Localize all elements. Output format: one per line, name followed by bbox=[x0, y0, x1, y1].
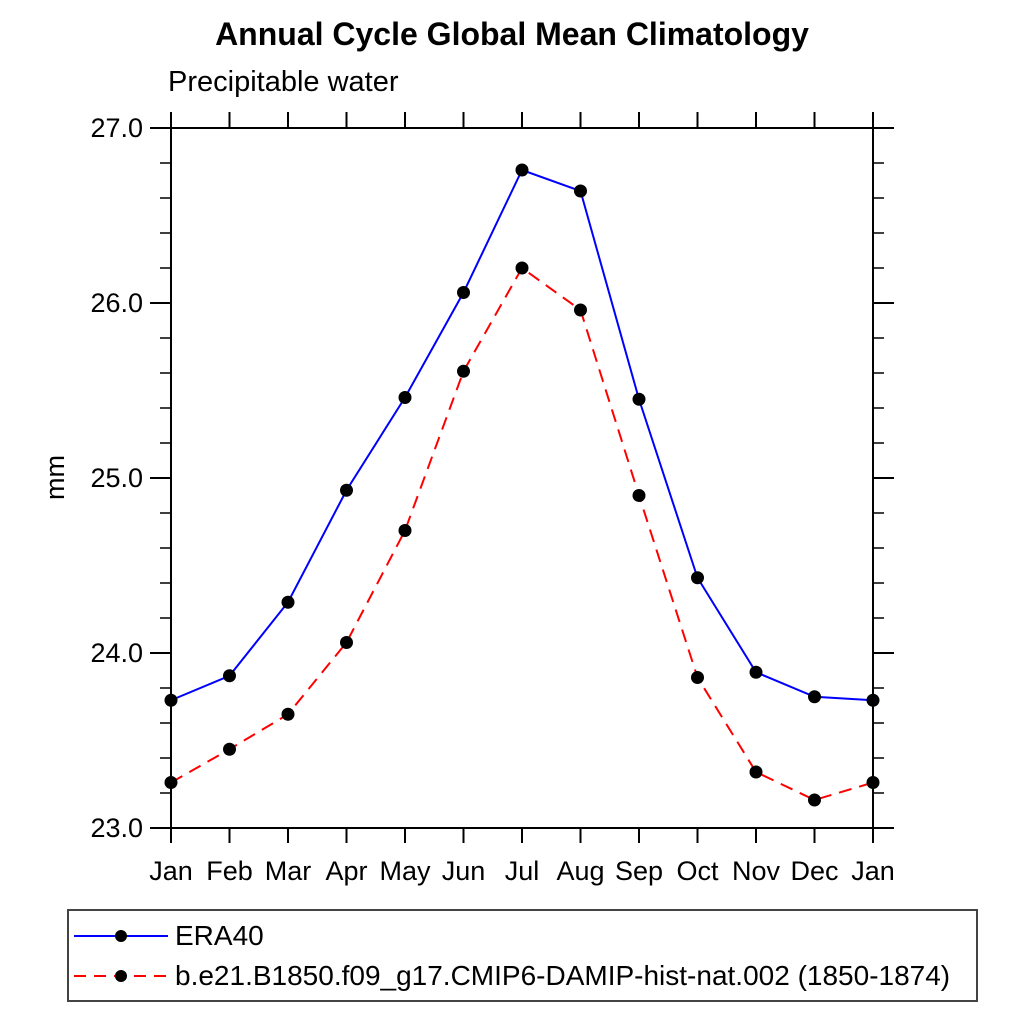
data-point-marker bbox=[398, 391, 412, 404]
data-point-marker bbox=[398, 524, 412, 537]
x-tick-label: Jun bbox=[442, 856, 486, 886]
data-point-marker bbox=[457, 364, 470, 378]
legend-row-era40: ERA40 bbox=[73, 919, 976, 953]
x-tick-label: Jan bbox=[149, 856, 193, 886]
y-tick-label: 25.0 bbox=[90, 463, 143, 493]
legend-marker-icon bbox=[115, 969, 127, 982]
data-point-marker bbox=[340, 483, 353, 497]
data-point-marker bbox=[866, 693, 880, 707]
y-tick-label: 27.0 bbox=[90, 113, 143, 143]
chart-subtitle: Precipitable water bbox=[168, 66, 399, 98]
data-point-marker bbox=[632, 489, 646, 502]
x-tick-label: Sep bbox=[615, 856, 663, 886]
legend-line-sample-solid bbox=[74, 929, 168, 942]
series-model bbox=[164, 261, 880, 807]
x-tick-label: Nov bbox=[732, 856, 781, 886]
axis-ticks bbox=[150, 112, 894, 843]
data-point-marker bbox=[457, 286, 470, 299]
data-point-marker bbox=[281, 595, 295, 609]
data-point-marker bbox=[691, 571, 704, 585]
x-tick-label: May bbox=[379, 856, 431, 886]
data-point-marker bbox=[749, 665, 763, 679]
series-line bbox=[170, 168, 874, 702]
x-tick-label: Mar bbox=[265, 856, 312, 886]
x-tick-label: Aug bbox=[556, 856, 604, 886]
y-tick-label: 26.0 bbox=[90, 288, 143, 318]
axis-tick-labels: Jan Feb Mar Apr May Jun Jul Aug Sep Oct Nov Dec Jan2… bbox=[90, 113, 894, 886]
series-era40 bbox=[164, 163, 880, 707]
data-point-marker bbox=[223, 669, 236, 683]
y-tick-label: 23.0 bbox=[90, 813, 143, 843]
x-tick-label: Dec bbox=[790, 856, 838, 886]
legend-label-era40: ERA40 bbox=[175, 919, 264, 951]
data-point-marker bbox=[164, 693, 178, 707]
data-point-marker bbox=[574, 303, 587, 317]
data-point-marker bbox=[691, 671, 704, 684]
x-tick-label: Oct bbox=[676, 856, 719, 886]
x-tick-label: Apr bbox=[325, 856, 367, 886]
data-point-marker bbox=[574, 184, 587, 198]
data-point-marker bbox=[223, 742, 236, 756]
x-tick-label: Jul bbox=[505, 856, 540, 886]
data-point-marker bbox=[749, 765, 763, 779]
axis-frame bbox=[170, 127, 874, 829]
legend-marker-icon bbox=[115, 929, 127, 942]
data-point-marker bbox=[866, 776, 880, 789]
legend-line-sample-dashed bbox=[74, 969, 168, 982]
data-point-marker bbox=[515, 261, 529, 275]
data-point-marker bbox=[632, 392, 646, 406]
data-point-marker bbox=[515, 163, 529, 177]
x-tick-label: Jan bbox=[851, 856, 895, 886]
chart-title: Annual Cycle Global Mean Climatology bbox=[215, 16, 809, 52]
data-point-marker bbox=[281, 707, 295, 721]
series-line bbox=[170, 266, 874, 802]
legend-row-model: b.e21.B1850.f09_g17.CMIP6-DAMIP-hist-nat… bbox=[73, 959, 976, 993]
data-point-marker bbox=[164, 776, 178, 789]
data-point-marker bbox=[340, 636, 353, 649]
data-point-marker bbox=[808, 793, 821, 807]
x-tick-label: Feb bbox=[206, 856, 253, 886]
data-point-marker bbox=[808, 690, 821, 704]
legend: ERA40 b.e21.B1850.f09_g17.CMIP6-DAMIP-hi… bbox=[67, 909, 978, 1002]
y-tick-label: 24.0 bbox=[90, 638, 143, 668]
legend-label-model: b.e21.B1850.f09_g17.CMIP6-DAMIP-hist-nat… bbox=[175, 959, 951, 991]
